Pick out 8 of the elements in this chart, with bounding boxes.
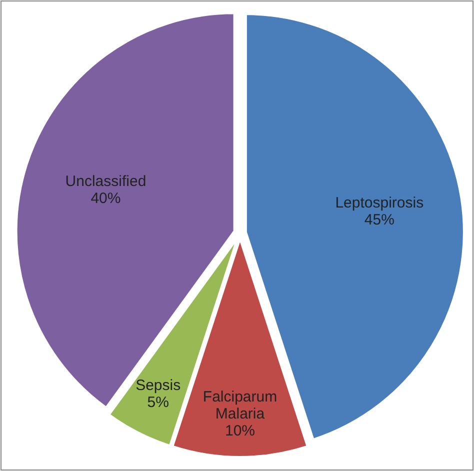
data-label: 45% bbox=[364, 211, 394, 228]
slice-label: Unclassified bbox=[65, 172, 146, 190]
data-label: 5% bbox=[147, 394, 169, 412]
data-label: 40% bbox=[90, 190, 121, 207]
slice-label: Falciparum Malaria bbox=[202, 388, 278, 422]
data-label: 10% bbox=[224, 422, 256, 440]
slice-label: Sepsis bbox=[136, 377, 181, 394]
slice-label: Leptospirosis bbox=[335, 194, 424, 212]
